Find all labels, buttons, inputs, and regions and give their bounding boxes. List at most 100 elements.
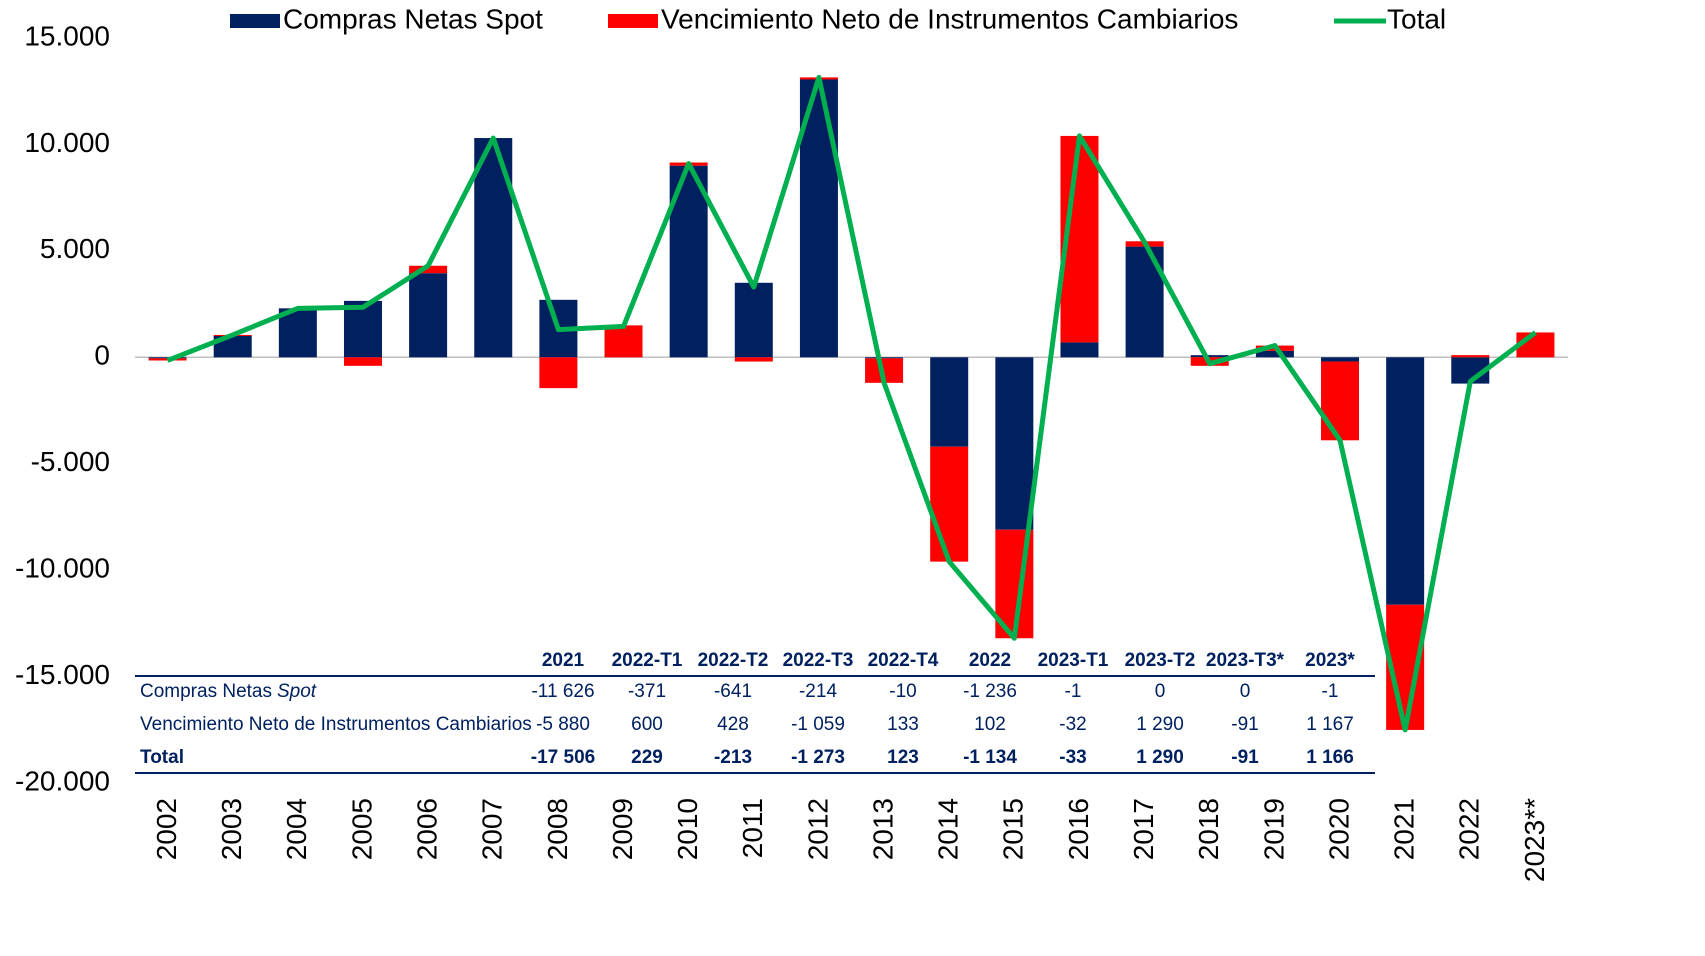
table-cell: -11 626 (531, 681, 594, 702)
table-cell: -641 (714, 681, 752, 702)
table-cell: 229 (631, 747, 663, 768)
x-tick-label: 2023** (1519, 798, 1550, 882)
x-tick-label: 2004 (281, 798, 312, 860)
table-cell: -1 134 (963, 747, 1017, 768)
table-cell: -17 506 (531, 747, 595, 768)
table-cell: 1 290 (1136, 714, 1184, 735)
table-row-label-part: Vencimiento Neto de Instrumentos Cambiar… (140, 714, 532, 735)
x-tick-label: 2005 (346, 798, 377, 860)
x-tick-label: 2002 (151, 798, 182, 860)
bar (1321, 361, 1360, 441)
bar (1386, 357, 1425, 605)
bar (278, 308, 317, 358)
x-tick-label: 2008 (542, 798, 573, 860)
bar (734, 282, 773, 358)
y-tick-label: 15.000 (24, 20, 110, 51)
x-tick-label: 2006 (412, 798, 443, 860)
table-header: 2022-T1 (612, 650, 683, 671)
x-tick-label: 2011 (737, 798, 768, 858)
bar (930, 446, 969, 562)
legend-label: Compras Netas Spot (283, 3, 543, 34)
table-cell: 600 (631, 714, 663, 735)
table-cell: 1 167 (1306, 714, 1354, 735)
bar (995, 357, 1034, 530)
y-tick-label: -5.000 (31, 446, 110, 477)
y-tick-label: 0 (94, 340, 110, 371)
table-cell: -1 (1322, 681, 1339, 702)
table-row-label-part: Spot (277, 681, 317, 702)
x-tick-label: 2021 (1389, 798, 1420, 860)
x-tick-label: 2022 (1454, 798, 1485, 860)
y-tick-label: 10.000 (24, 127, 110, 158)
table-cell: 123 (887, 747, 919, 768)
table-cell: -1 059 (791, 714, 845, 735)
table-cell: -33 (1059, 747, 1086, 768)
table-cell: 0 (1240, 681, 1251, 702)
table-cell: -10 (889, 681, 916, 702)
bar (604, 325, 643, 358)
bar (539, 357, 578, 389)
bar (1190, 355, 1229, 358)
x-tick-label: 2013 (867, 798, 898, 860)
legend-label: Vencimiento Neto de Instrumentos Cambiar… (661, 3, 1238, 34)
table-cell: -371 (628, 681, 666, 702)
table-header: 2023* (1305, 650, 1355, 671)
table-header: 2023-T1 (1038, 650, 1109, 671)
bar (1255, 350, 1294, 358)
bar (930, 357, 969, 447)
y-tick-label: -20.000 (15, 765, 110, 796)
x-tick-label: 2014 (933, 798, 964, 860)
table-cell: 1 290 (1136, 747, 1184, 768)
bar (1321, 357, 1360, 362)
table-header: 2022-T2 (698, 650, 769, 671)
table-header: 2021 (542, 650, 585, 671)
bar (1060, 342, 1099, 358)
x-tick-label: 2016 (1063, 798, 1094, 860)
x-tick-label: 2019 (1258, 798, 1289, 860)
bar (409, 273, 448, 358)
table-row-label: Total (140, 747, 184, 768)
table-cell: 0 (1155, 681, 1166, 702)
bar (409, 265, 448, 274)
legend-swatch (230, 14, 280, 28)
table-cell: -1 273 (791, 747, 845, 768)
y-tick-label: 5.000 (40, 233, 110, 264)
table-cell: -1 236 (963, 681, 1017, 702)
x-tick-label: 2012 (802, 798, 833, 860)
table-header: 2022-T4 (868, 650, 939, 671)
bar (865, 357, 904, 359)
bar (343, 357, 382, 366)
table-row-label-part: Compras Netas (140, 681, 272, 702)
table-cell: -91 (1231, 714, 1258, 735)
legend-swatch (608, 14, 658, 28)
y-tick-label: -15.000 (15, 659, 110, 690)
table-header: 2023-T3* (1206, 650, 1285, 671)
x-tick-label: 2015 (998, 798, 1029, 860)
table-cell: -1 (1065, 681, 1082, 702)
x-tick-label: 2018 (1193, 798, 1224, 860)
bar (1451, 355, 1490, 358)
x-tick-label: 2020 (1323, 798, 1354, 860)
table-cell: -213 (714, 747, 752, 768)
x-tick-label: 2007 (477, 798, 508, 860)
table-cell: 428 (717, 714, 749, 735)
table-row-label-part: Total (140, 747, 184, 768)
table-cell: -5 880 (536, 714, 590, 735)
x-tick-label: 2009 (607, 798, 638, 860)
y-tick-label: -10.000 (15, 553, 110, 584)
bar (343, 300, 382, 358)
table-row-label: Compras Netas Spot (140, 681, 317, 702)
x-tick-label: 2017 (1128, 798, 1159, 860)
table-cell: -91 (1231, 747, 1259, 768)
table-header: 2023-T2 (1125, 650, 1196, 671)
table-cell: 133 (887, 714, 919, 735)
table-cell: 102 (974, 714, 1006, 735)
table-cell: 1 166 (1306, 747, 1354, 768)
legend-label: Total (1387, 3, 1446, 34)
line (166, 74, 1537, 733)
table-cell: -32 (1059, 714, 1086, 735)
bar (734, 357, 773, 362)
table-row-label: Vencimiento Neto de Instrumentos Cambiar… (140, 714, 532, 735)
table-header: 2022 (969, 650, 1011, 671)
